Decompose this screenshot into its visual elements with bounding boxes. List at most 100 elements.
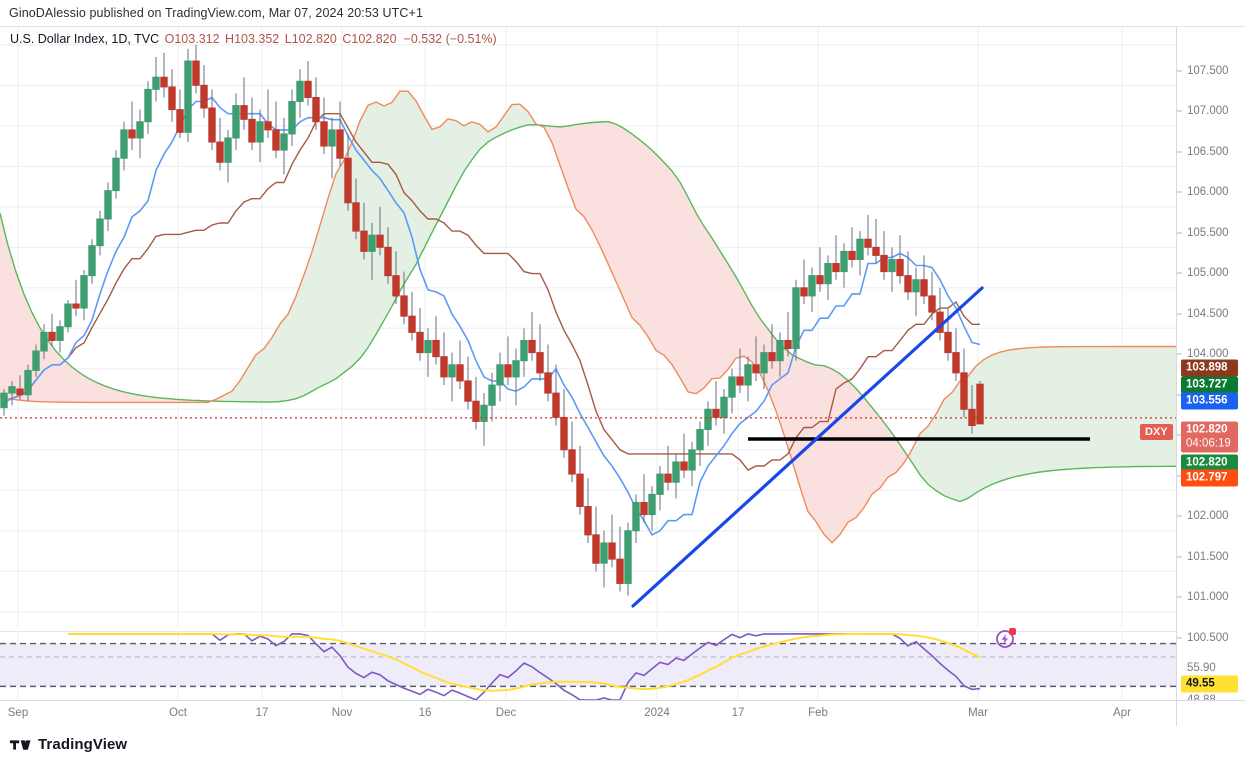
price-pane[interactable] — [0, 27, 1176, 628]
rsi-chart-canvas — [0, 632, 1176, 701]
time-axis-label: 2024 — [644, 707, 670, 719]
candle-body — [696, 429, 704, 451]
candle-body — [152, 76, 160, 90]
time-axis-label: Nov — [331, 707, 353, 719]
candle-body — [416, 331, 424, 354]
candle-body — [800, 287, 808, 297]
candle-body — [816, 275, 824, 285]
candle-body — [664, 473, 672, 483]
candle-body — [176, 109, 184, 133]
candle-body — [120, 129, 128, 159]
candle-body — [296, 80, 304, 103]
candle-body — [248, 118, 256, 143]
candle-body — [568, 449, 576, 475]
price-axis-label: 106.000 — [1187, 186, 1229, 199]
candle-body — [576, 473, 584, 508]
candle-body — [920, 279, 928, 297]
senkou-a-badge[interactable]: 103.898 — [1181, 359, 1238, 377]
candle-body — [128, 129, 136, 139]
footer: TradingView — [0, 726, 1245, 763]
price-axis-label: 101.000 — [1187, 591, 1229, 604]
rsi-ma-badge[interactable]: 49.55 — [1181, 675, 1238, 693]
candle-body — [216, 141, 224, 163]
candle-body — [584, 506, 592, 536]
candle-body — [712, 408, 720, 418]
candle-body — [504, 364, 512, 378]
price-chart-canvas — [0, 27, 1176, 628]
candle-body — [64, 303, 72, 328]
candle-body — [464, 380, 472, 402]
candle-body — [472, 400, 480, 422]
candle-body — [144, 88, 152, 123]
candle-body — [208, 107, 216, 143]
tradingview-logo: TradingView — [10, 736, 127, 753]
candle-body — [728, 376, 736, 398]
candle-body — [168, 86, 176, 111]
candle-body — [856, 238, 864, 260]
last-price-badge[interactable]: 102.797 — [1181, 469, 1238, 487]
chart-frame: U.S. Dollar Index, 1D, TVC O103.312 H103… — [0, 26, 1245, 727]
candle-body — [488, 384, 496, 406]
price-tick — [1177, 515, 1182, 517]
candle-body — [880, 254, 888, 273]
time-axis-label: 16 — [418, 707, 432, 719]
price-axis[interactable]: 107.500 107.000 106.500 106.000 105.500 105.0… — [1176, 27, 1245, 727]
candle-body — [24, 369, 32, 396]
candle-body — [648, 493, 656, 516]
price-axis-label: 104.000 — [1187, 348, 1229, 361]
candle-body — [112, 157, 120, 192]
price-tick — [1177, 596, 1182, 598]
candle-body — [136, 121, 144, 139]
tenkan-badge[interactable]: 103.556 — [1181, 392, 1238, 410]
time-axis-label: Dec — [495, 707, 517, 719]
alert-icon[interactable] — [995, 628, 1016, 649]
candle-body — [104, 190, 112, 220]
candle-body — [96, 218, 104, 247]
candle-body — [544, 372, 552, 394]
candle-body — [56, 326, 64, 341]
candle-body — [48, 331, 56, 341]
candle-body — [256, 121, 264, 143]
price-axis-label: 107.500 — [1187, 64, 1229, 77]
candle-body — [408, 315, 416, 333]
candle-body — [912, 279, 920, 293]
candle-body — [336, 129, 344, 159]
publish-text: GinoDAlessio published on TradingView.co… — [9, 6, 423, 20]
candle-body — [400, 295, 408, 317]
price-tick — [1177, 394, 1182, 396]
senkou-b-badge[interactable]: 103.727 — [1181, 376, 1238, 394]
candle-body — [424, 339, 432, 354]
candle-body — [840, 250, 848, 273]
rsi-pane[interactable] — [0, 631, 1176, 701]
candle-body — [640, 501, 648, 516]
time-axis-label: Apr — [1113, 707, 1131, 719]
candle-body — [896, 258, 904, 277]
symbol-tag: DXY — [1140, 424, 1173, 440]
candle-body — [72, 303, 80, 309]
candle-body — [656, 473, 664, 495]
tradingview-wordmark: TradingView — [38, 736, 128, 753]
candle-body — [40, 331, 48, 352]
price-axis-label: 100.500 — [1187, 631, 1229, 644]
kijun-sen-line — [3, 113, 980, 471]
candle-body — [368, 234, 376, 252]
candle-body — [528, 339, 536, 354]
time-axis[interactable]: Sep Oct 17 Nov 16 Dec 2024 17 Feb Mar Apr — [0, 700, 1245, 727]
candle-body — [392, 275, 400, 297]
candle-body — [872, 246, 880, 256]
candle-body — [88, 245, 96, 277]
price-tick — [1177, 556, 1182, 558]
countdown-badge[interactable]: 102.820 04:06:19 — [1181, 421, 1238, 453]
candle-body — [768, 352, 776, 362]
candle-body — [360, 230, 368, 252]
price-axis-label: 105.500 — [1187, 226, 1229, 239]
candle-body — [672, 461, 680, 483]
candle-body — [632, 501, 640, 532]
candle-body — [552, 392, 560, 418]
trendline[interactable] — [631, 286, 984, 608]
price-axis-label: 104.500 — [1187, 307, 1229, 320]
kijun-badge[interactable]: 102.820 — [1181, 454, 1238, 472]
rsi-moving-average-line — [68, 632, 981, 692]
candle-body — [688, 449, 696, 471]
countdown-text: 04:06:19 — [1186, 437, 1231, 450]
